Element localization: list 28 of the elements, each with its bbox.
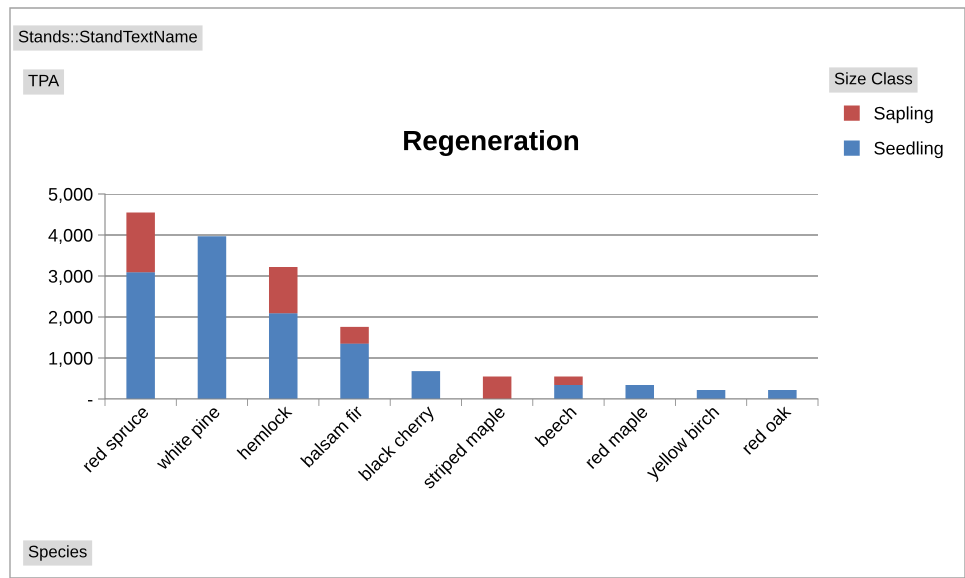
bar: [696, 390, 726, 399]
text: TPA: [28, 74, 60, 86]
y-tick-label: 4,000: [48, 228, 92, 244]
bar: [625, 385, 654, 399]
y-tick-label: 1,000: [49, 352, 92, 367]
y-tick-label: 5,000: [48, 188, 92, 203]
bar: [268, 313, 298, 399]
bar: [482, 376, 512, 399]
legend-label: Seedling: [874, 141, 943, 158]
x-axis-title: Species: [28, 545, 87, 561]
bar: [554, 376, 583, 386]
bar: [268, 266, 298, 314]
legend-label: Sapling: [874, 106, 933, 124]
x-tick-label: red oak: [740, 404, 792, 455]
bar: [340, 326, 369, 344]
chart-title: Regeneration: [404, 130, 578, 156]
bar: [126, 212, 155, 272]
y-tick-label: -: [88, 400, 92, 402]
bar: [768, 390, 797, 399]
bar: [554, 385, 583, 399]
legend-title: Size Class: [834, 72, 912, 84]
y-tick-label: 2,000: [48, 310, 92, 326]
bar: [126, 272, 155, 399]
y-tick-label: 3,000: [48, 270, 92, 285]
text: Stands::StandTextName: [18, 30, 197, 42]
bar: [412, 371, 440, 399]
bar: [340, 344, 369, 399]
bar: [198, 236, 226, 399]
